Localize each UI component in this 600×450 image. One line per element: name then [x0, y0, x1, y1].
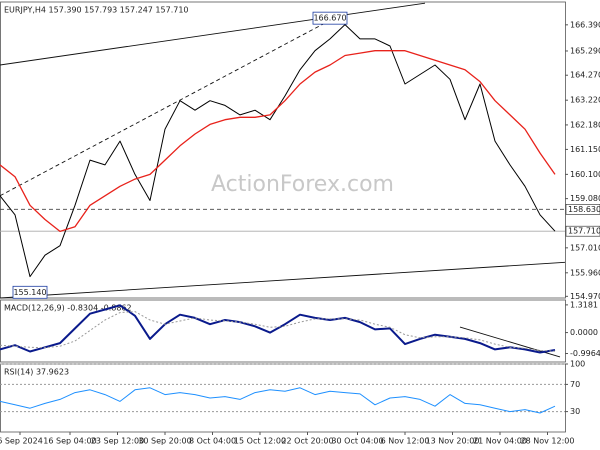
x-tick-label: 8 Oct 04:00	[189, 437, 236, 446]
y-tick-label: 155.960	[570, 268, 600, 277]
x-tick-label: 6 Sep 2024	[0, 437, 43, 446]
panel-title: MACD(12,26,9) -0.8304 -0.8862	[4, 304, 132, 313]
x-tick-label: 30 Sep 20:00	[138, 437, 191, 446]
level-label-box	[565, 204, 600, 215]
watermark: ActionForex.com	[211, 172, 394, 197]
level-label: 158.630	[568, 205, 600, 214]
y-tick-label: 100	[570, 360, 585, 369]
y-tick-label: -0.9964	[570, 349, 600, 358]
y-tick-label: 1.3181	[570, 300, 598, 309]
y-tick-label: 154.970	[570, 292, 600, 301]
series-line	[0, 387, 556, 414]
y-tick-label: 163.220	[570, 96, 600, 105]
series-line	[0, 304, 556, 354]
annotation-box	[12, 285, 48, 299]
panel-title: RSI(14) 37.9623	[4, 368, 69, 377]
y-tick-label: 160.100	[570, 170, 600, 179]
annotation-label: 166.670	[313, 14, 346, 23]
x-tick-label: 16 Sep 04:00	[43, 437, 96, 446]
x-tick-label: 15 Oct 12:00	[234, 437, 286, 446]
y-tick-label: 159.080	[570, 194, 600, 203]
x-tick-label: 13 Nov 20:00	[426, 437, 480, 446]
panel-title: EURJPY,H4 157.390 157.793 157.247 157.71…	[4, 6, 189, 15]
x-tick-label: 22 Oct 20:00	[281, 437, 333, 446]
y-tick-label: 30	[570, 407, 580, 416]
annotation-label: 155.140	[13, 288, 46, 297]
series-line	[0, 50, 556, 233]
trend-line	[0, 14, 341, 197]
x-tick-label: 28 Nov 12:00	[521, 437, 575, 446]
y-tick-label: 162.180	[570, 120, 600, 129]
level-label-box	[565, 225, 600, 237]
level-label: 157.710	[568, 227, 600, 236]
y-tick-label: 161.150	[570, 145, 600, 154]
y-tick-label: 166.390	[570, 20, 600, 29]
annotation-box	[312, 11, 348, 25]
panel-frame	[0, 1, 566, 299]
trend-line	[0, 261, 566, 299]
y-tick-label: 165.290	[570, 46, 600, 55]
y-tick-label: 0.0000	[570, 328, 598, 337]
x-tick-label: 6 Nov 12:00	[381, 437, 430, 446]
series-line	[0, 311, 556, 352]
y-tick-label: 70	[570, 380, 580, 389]
y-tick-label: 157.010	[570, 243, 600, 252]
y-tick-label: 164.270	[570, 71, 600, 80]
panel-frame	[0, 363, 566, 433]
x-tick-label: 30 Oct 04:00	[331, 437, 383, 446]
trend-line	[0, 2, 426, 66]
x-tick-label: 23 Sep 12:00	[91, 437, 144, 446]
x-tick-label: 21 Nov 04:00	[473, 437, 527, 446]
panel-frame	[0, 299, 566, 363]
